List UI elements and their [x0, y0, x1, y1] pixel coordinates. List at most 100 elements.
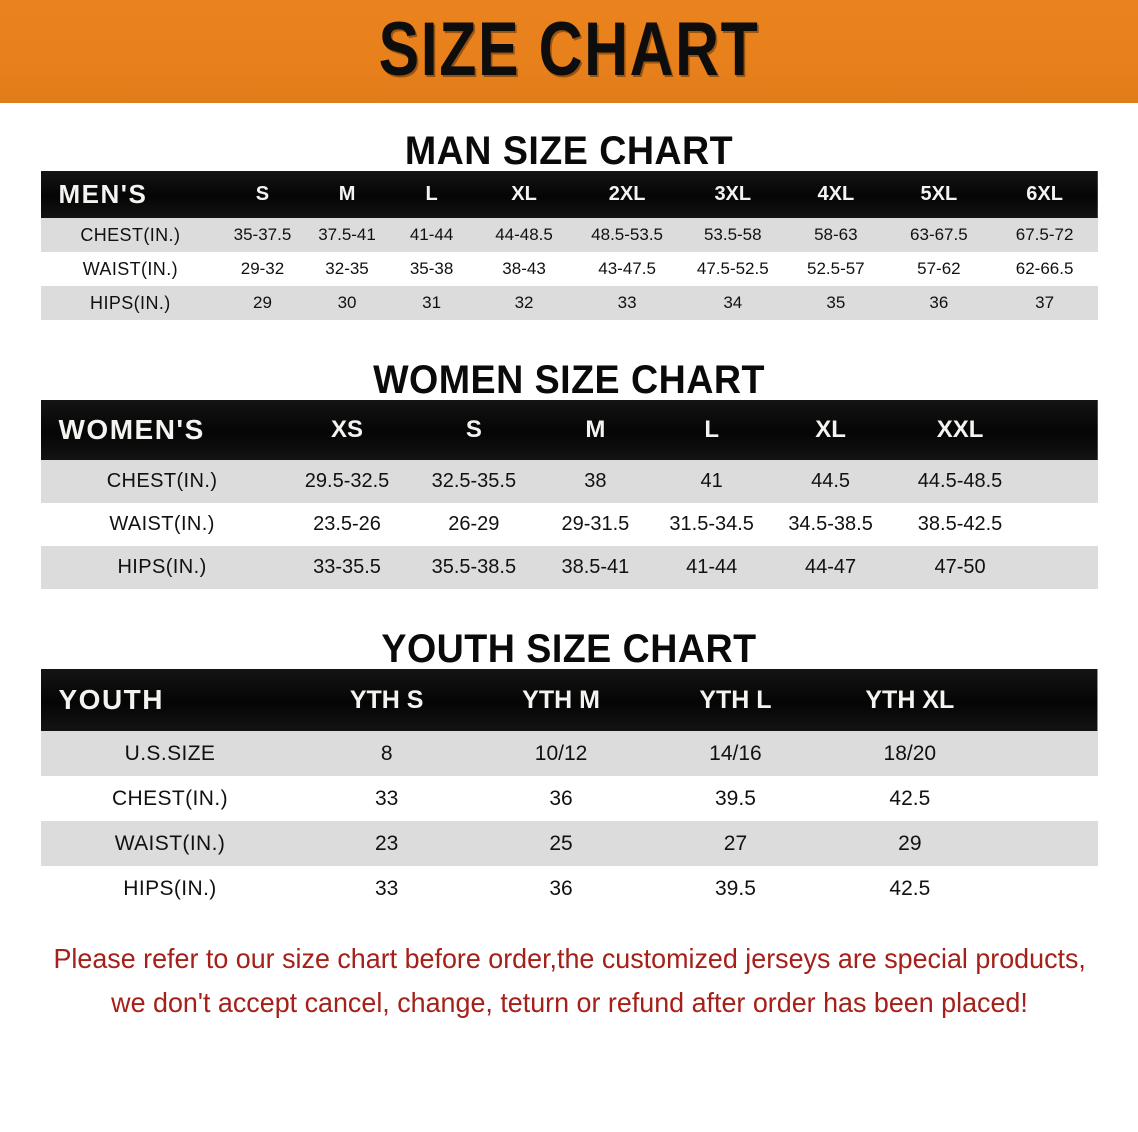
youth-col-l: YTH L [699, 685, 772, 714]
youth-hips-l: 39.5 [715, 876, 756, 900]
youth-waist-l: 27 [723, 831, 748, 855]
youth-table-wrap: YOUTH YTH S YTH M YTH L YTH XL U.S.SIZE … [40, 669, 1098, 911]
youth-row-label-chest: CHEST(IN.) [111, 786, 228, 810]
table-row: HIPS(IN.) 33-35.5 35.5-38.5 38.5-41 41-4… [40, 546, 1098, 589]
man-waist-4xl: 52.5-57 [806, 259, 865, 278]
youth-row-label-ussize: U.S.SIZE [124, 741, 216, 765]
youth-waist-pad [997, 821, 1097, 866]
youth-chest-m: 36 [549, 786, 573, 810]
women-waist-m: 29-31.5 [561, 513, 630, 535]
women-chest-xl: 44.5 [811, 470, 851, 492]
women-chest-l: 41 [700, 470, 723, 492]
man-table-header-row: MEN'S S M L XL 2XL 3XL 4XL 5XL 6XL [40, 171, 1098, 218]
youth-ussize-s: 8 [380, 741, 393, 765]
man-chest-6xl: 67.5-72 [1015, 225, 1074, 244]
man-col-3xl: 3XL [714, 183, 752, 205]
youth-waist-xl: 29 [898, 831, 922, 855]
man-row-label-chest: CHEST(IN.) [80, 224, 181, 245]
women-hips-xl: 44-47 [804, 556, 857, 578]
youth-ussize-xl: 18/20 [883, 741, 937, 765]
women-col-pad [1029, 400, 1098, 460]
youth-waist-s: 23 [374, 831, 399, 855]
man-waist-xl: 38-43 [502, 259, 546, 278]
women-hips-m: 38.5-41 [561, 556, 630, 578]
youth-chest-l: 39.5 [715, 786, 756, 810]
man-col-5xl: 5XL [920, 183, 958, 205]
man-row-label-waist: WAIST(IN.) [82, 258, 179, 279]
women-col-s: S [465, 416, 482, 443]
women-waist-l: 31.5-34.5 [669, 513, 754, 535]
women-chest-xs: 29.5-32.5 [304, 470, 390, 492]
man-chest-m: 37.5-41 [318, 225, 376, 244]
women-col-xl: XL [815, 416, 846, 443]
women-hips-xxl: 47-50 [934, 556, 986, 578]
youth-table-header-row: YOUTH YTH S YTH M YTH L YTH XL [40, 669, 1098, 731]
youth-hips-xl: 42.5 [889, 876, 931, 900]
page-banner: SIZE CHART [0, 0, 1138, 103]
return-policy-line-2: we don't accept cancel, change, teturn o… [110, 987, 1028, 1018]
youth-ussize-l: 14/16 [709, 741, 762, 765]
youth-row-label-waist: WAIST(IN.) [114, 831, 226, 855]
man-hips-xl: 32 [514, 293, 534, 312]
women-waist-xxl: 38.5-42.5 [917, 513, 1003, 535]
youth-chest-pad [997, 776, 1097, 821]
man-waist-6xl: 62-66.5 [1015, 259, 1074, 278]
women-chest-pad [1029, 460, 1098, 503]
youth-hips-m: 36 [549, 876, 573, 900]
man-col-l: L [425, 183, 438, 205]
youth-hips-s: 33 [374, 876, 399, 900]
man-col-6xl: 6XL [1026, 183, 1063, 205]
women-size-table: WOMEN'S XS S M L XL XXL CHEST(IN.) 29.5-… [40, 400, 1098, 589]
women-waist-s: 26-29 [448, 513, 500, 535]
man-waist-m: 32-35 [325, 259, 369, 278]
youth-chest-s: 33 [374, 786, 399, 810]
women-row-label-waist: WAIST(IN.) [109, 513, 215, 535]
table-row: WAIST(IN.) 23.5-26 26-29 29-31.5 31.5-34… [40, 503, 1098, 546]
return-policy-note: Please refer to our size chart before or… [53, 937, 1085, 1025]
women-section-heading: WOMEN SIZE CHART [373, 358, 765, 402]
women-chest-s: 32.5-35.5 [431, 470, 517, 492]
return-policy-line-1: Please refer to our size chart before or… [53, 943, 1086, 974]
youth-ussize-pad [997, 731, 1097, 776]
women-chest-m: 38 [584, 470, 607, 492]
youth-waist-m: 25 [549, 831, 573, 855]
youth-col-m: YTH M [522, 685, 600, 714]
women-col-l: L [704, 416, 719, 443]
man-chest-3xl: 53.5-58 [703, 225, 762, 244]
women-table-wrap: WOMEN'S XS S M L XL XXL CHEST(IN.) 29.5-… [40, 400, 1098, 589]
table-row: CHEST(IN.) 29.5-32.5 32.5-35.5 38 41 44.… [40, 460, 1098, 503]
youth-section-heading: YOUTH SIZE CHART [381, 627, 757, 671]
man-chest-xl: 44-48.5 [495, 225, 553, 244]
women-col-m: M [585, 416, 606, 443]
man-waist-s: 29-32 [240, 259, 285, 278]
table-row: CHEST(IN.) 33 36 39.5 42.5 [40, 776, 1098, 821]
women-waist-xs: 23.5-26 [313, 513, 381, 535]
man-corner-label: MEN'S [58, 179, 148, 209]
man-hips-3xl: 34 [723, 293, 743, 312]
table-row: WAIST(IN.) 29-32 32-35 35-38 38-43 43-47… [40, 252, 1098, 286]
table-row: WAIST(IN.) 23 25 27 29 [40, 821, 1098, 866]
women-row-label-chest: CHEST(IN.) [106, 470, 218, 492]
man-waist-5xl: 57-62 [917, 259, 961, 278]
women-hips-xs: 33-35.5 [313, 556, 381, 578]
man-waist-3xl: 47.5-52.5 [696, 259, 769, 278]
man-hips-m: 30 [337, 293, 357, 312]
women-hips-pad [1029, 546, 1098, 589]
man-hips-5xl: 36 [929, 293, 949, 312]
man-size-table: MEN'S S M L XL 2XL 3XL 4XL 5XL 6XL CHEST… [40, 171, 1098, 320]
youth-row-label-hips: HIPS(IN.) [123, 876, 217, 900]
man-col-4xl: 4XL [817, 183, 855, 205]
man-col-s: S [255, 183, 270, 205]
man-chest-5xl: 63-67.5 [910, 225, 968, 244]
man-section-heading: MAN SIZE CHART [404, 129, 734, 173]
man-col-2xl: 2XL [608, 183, 646, 205]
youth-chest-xl: 42.5 [889, 786, 931, 810]
man-col-xl: XL [511, 183, 537, 205]
youth-corner-label: YOUTH [58, 684, 164, 715]
man-waist-2xl: 43-47.5 [598, 259, 656, 278]
women-waist-pad [1029, 503, 1098, 546]
table-row: HIPS(IN.) 33 36 39.5 42.5 [40, 866, 1098, 911]
women-waist-xl: 34.5-38.5 [788, 513, 873, 535]
man-col-m: M [338, 183, 356, 205]
man-chest-s: 35-37.5 [233, 225, 292, 244]
